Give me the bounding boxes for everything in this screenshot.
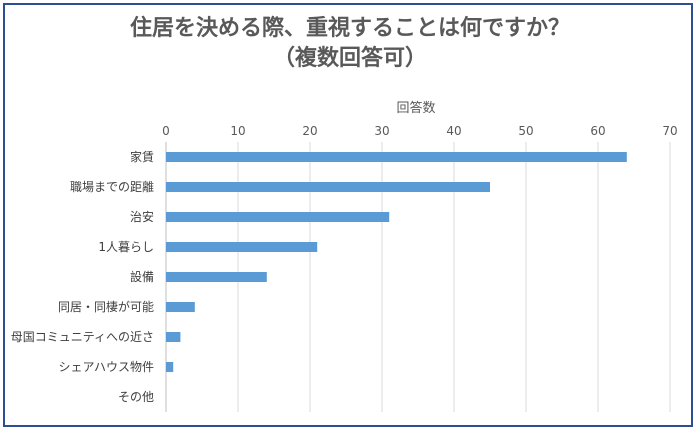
bar [166, 332, 181, 342]
chart-title: 住居を決める際、重視することは何ですか？ （複数回答可） [0, 14, 700, 74]
category-label: シェアハウス物件 [58, 360, 154, 374]
category-label: 設備 [130, 269, 154, 284]
x-tick-label: 10 [230, 124, 245, 138]
bar [166, 302, 195, 312]
chart-title-line2: （複数回答可） [272, 46, 427, 71]
bar [166, 272, 267, 282]
category-label: 1人暮らし [98, 240, 154, 254]
category-label: 同居・同棲が可能 [58, 299, 154, 314]
bars [166, 152, 627, 372]
x-tick-label: 20 [302, 124, 317, 138]
bar [166, 152, 627, 162]
x-tick-label: 60 [590, 124, 605, 138]
x-tick-label: 40 [446, 124, 461, 138]
bar [166, 212, 390, 222]
x-axis-label: 回答数 [396, 100, 435, 116]
category-label: その他 [118, 390, 154, 404]
bar [166, 242, 318, 252]
category-label: 治安 [130, 209, 154, 224]
category-label: 母国コミュニティへの近さ [11, 330, 154, 344]
bar [166, 362, 174, 372]
bar [166, 182, 490, 192]
x-tick-label: 30 [374, 124, 389, 138]
x-tick-label: 70 [662, 124, 677, 138]
chart-title-line1: 住居を決める際、重視することは何ですか？ [129, 16, 570, 41]
category-label: 職場までの距離 [70, 180, 154, 194]
x-tick-labels: 0 10 20 30 40 50 60 70 [162, 124, 677, 138]
x-tick-label: 50 [518, 124, 533, 138]
x-tick-label: 0 [162, 124, 170, 138]
category-label: 家賃 [130, 149, 154, 164]
